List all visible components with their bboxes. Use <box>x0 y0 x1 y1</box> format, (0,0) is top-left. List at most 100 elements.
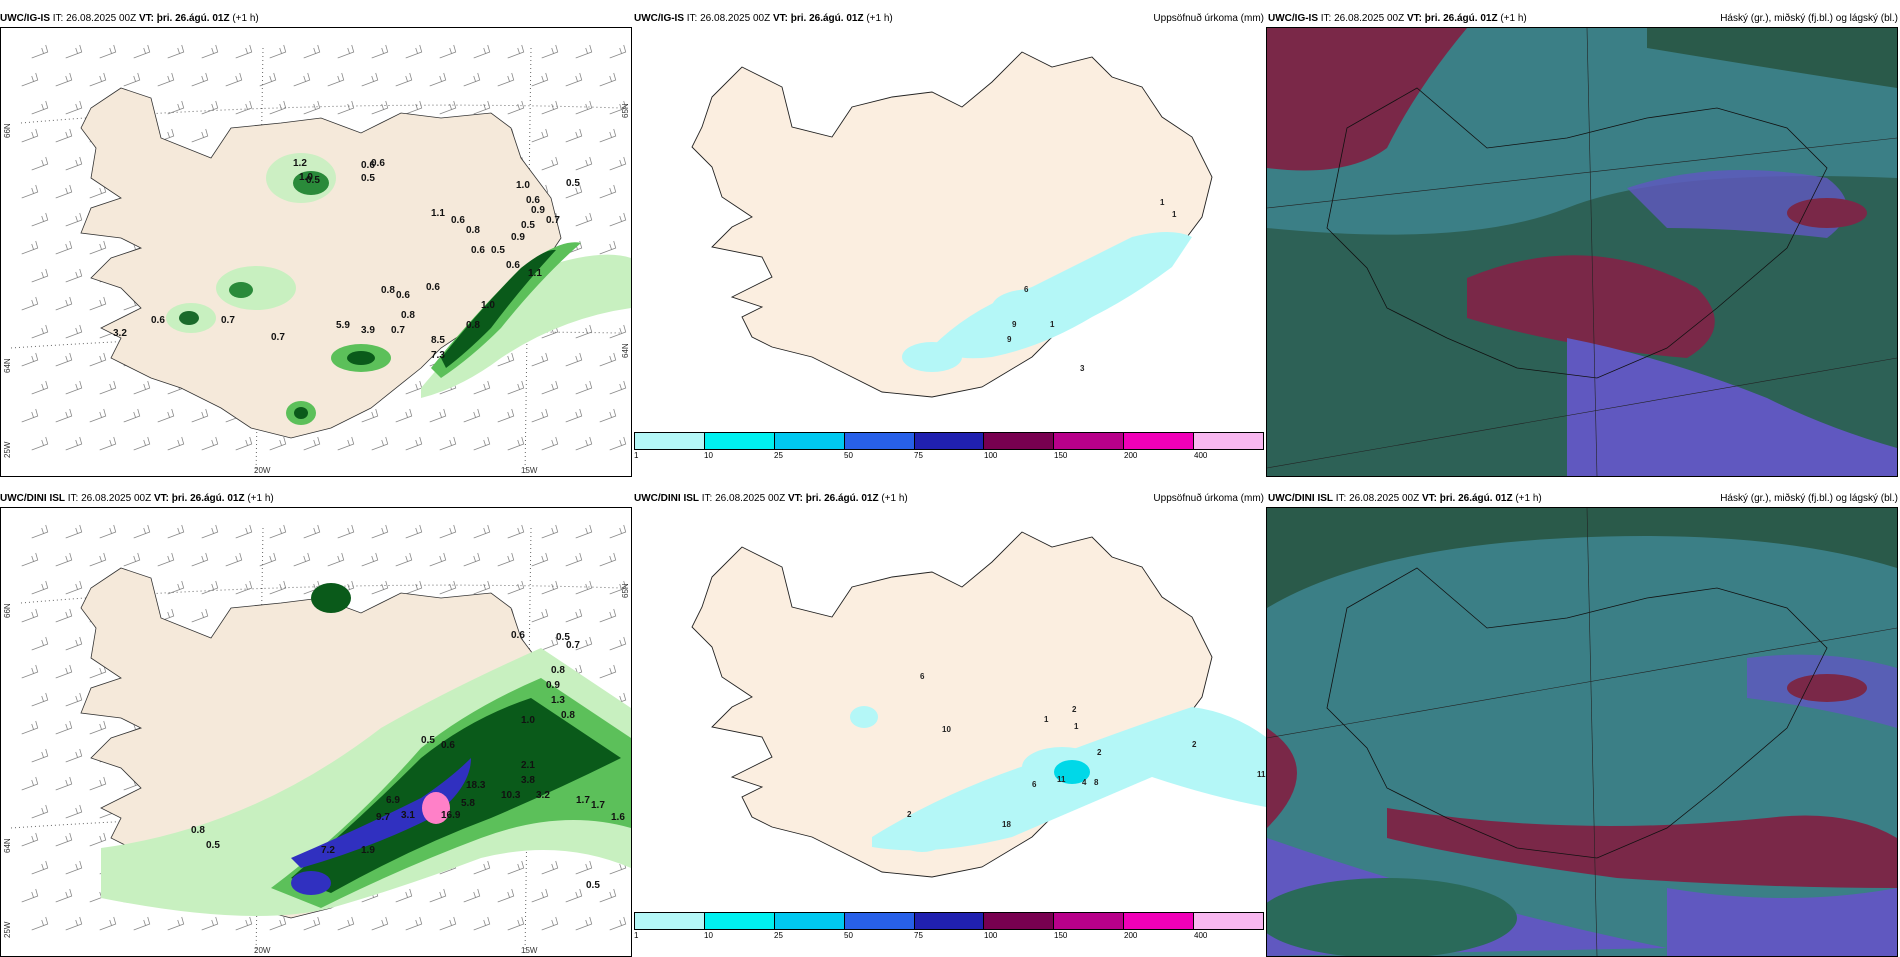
accum-value-label: 9 <box>1012 320 1017 329</box>
wind-barb <box>65 156 83 171</box>
wind-barb <box>429 888 447 903</box>
precip-value-label: 0.9 <box>531 205 545 216</box>
vt-value: þri. 26.ágú. 01Z <box>1424 13 1498 24</box>
wind-barb <box>21 408 39 423</box>
wind-barb <box>405 580 423 595</box>
colorbar-segment <box>1054 913 1125 929</box>
model-name: UWC/DINI ISL <box>1268 493 1333 504</box>
precip-value-label: 0.5 <box>586 880 600 891</box>
it-value: 26.08.2025 00Z <box>700 13 771 24</box>
wind-barb <box>609 524 627 539</box>
wind-barb <box>21 720 39 735</box>
wind-barb <box>191 552 209 567</box>
wind-barb <box>575 380 593 395</box>
it-label: IT: <box>1320 13 1332 24</box>
colorbar-segment <box>914 913 985 929</box>
wind-barb <box>371 916 389 931</box>
wind-barb <box>565 888 583 903</box>
colorbar-segment <box>704 433 775 449</box>
precip-value-label: 1.9 <box>361 845 375 856</box>
vt-value: þri. 26.ágú. 01Z <box>156 13 230 24</box>
wind-barb <box>31 692 49 707</box>
colorbar-tick-label: 150 <box>1054 451 1068 460</box>
wind-barb <box>31 44 49 59</box>
wind-barb <box>65 436 83 451</box>
wind-barb <box>439 100 457 115</box>
wind-barb <box>439 916 457 931</box>
wind-barb <box>609 436 627 451</box>
colorbar-tick-label: 400 <box>1194 451 1208 460</box>
wind-barb <box>541 156 559 171</box>
wind-barb <box>65 636 83 651</box>
lead-time: (+1 h) <box>1500 13 1527 24</box>
wind-barb <box>429 408 447 423</box>
panel-row1-wind: UWC/IG-IS IT: 26.08.2025 00Z VT: þri. 26… <box>0 12 632 477</box>
wind-barb <box>371 44 389 59</box>
precip-value-label: 1.3 <box>551 695 565 706</box>
wind-barb <box>463 408 481 423</box>
precip-value-label: 5.9 <box>336 320 350 331</box>
wind-barb <box>473 524 491 539</box>
lat-label-66n: 66N <box>3 123 12 138</box>
wind-barb <box>55 720 73 735</box>
precip-value-label: 3.2 <box>536 790 550 801</box>
wind-barb <box>303 44 321 59</box>
colorbar-tick-label: 1 <box>634 451 639 460</box>
wind-barb <box>565 552 583 567</box>
wind-barb <box>599 352 617 367</box>
wind-barb <box>167 916 185 931</box>
map-canvas: 1 2 1 6 10 2 2 11 11 4 6 2 18 8 <box>632 507 1266 925</box>
header-row2-precip: UWC/DINI ISL IT: 26.08.2025 00Z VT: þri.… <box>634 492 908 506</box>
wind-barb <box>133 916 151 931</box>
precip-title: Uppsöfnuð úrkoma (mm) <box>1153 493 1264 504</box>
wind-barb <box>609 580 627 595</box>
wind-barb <box>405 916 423 931</box>
model-name: UWC/IG-IS <box>634 13 684 24</box>
wind-barb <box>395 888 413 903</box>
wind-barb <box>361 408 379 423</box>
precip-value-label: 3.9 <box>361 325 375 336</box>
wind-barb <box>21 776 39 791</box>
wind-barb <box>89 408 107 423</box>
wind-barb <box>575 44 593 59</box>
precip-value-label: 0.7 <box>221 315 235 326</box>
wind-barb <box>497 408 515 423</box>
precip-value-label: 0.6 <box>151 315 165 326</box>
wind-barb <box>497 888 515 903</box>
iceland-outline <box>1326 87 1828 379</box>
accum-value-label: 11 <box>1057 775 1066 784</box>
precip-values: 0.6 0.50.70.80.91.30.81.00.5 0.62.13.83.21… <box>191 630 625 891</box>
wind-barb <box>599 888 617 903</box>
wind-barb <box>31 636 49 651</box>
lead-time: (+1 h) <box>247 493 274 504</box>
precip-values: 1.21.00.50.60.60.51.0 0.50.60.90.5 0.70.6 0… <box>113 158 580 361</box>
vt-value: þri. 26.ágú. 01Z <box>171 493 245 504</box>
wind-barb <box>133 44 151 59</box>
lon-label-15w: 15W <box>521 946 538 955</box>
lat-label-25w: 25W <box>3 921 12 938</box>
wind-barb <box>497 552 515 567</box>
wind-barb <box>31 324 49 339</box>
wind-barb <box>31 916 49 931</box>
accum-value-label: 2 <box>907 810 912 819</box>
wind-barb <box>507 436 525 451</box>
wind-barb <box>21 184 39 199</box>
wind-barb <box>439 436 457 451</box>
wind-barb <box>531 352 549 367</box>
wind-barb <box>439 524 457 539</box>
wind-barb <box>269 436 287 451</box>
wind-barb <box>541 44 559 59</box>
precip-value-label: 0.8 <box>561 710 575 721</box>
cloud-title: Háský (gr.), miðský (fj.bl.) og lágský (… <box>1720 13 1898 24</box>
wind-barb <box>293 552 311 567</box>
precip-value-label: 0.6 <box>441 740 455 751</box>
precip-value-label: 8.5 <box>431 335 445 346</box>
wind-barb <box>303 524 321 539</box>
wind-barb <box>65 324 83 339</box>
map-canvas <box>1267 28 1897 476</box>
wind-barb <box>327 72 345 87</box>
lon-label-20w: 20W <box>254 466 271 475</box>
wind-barb <box>541 100 559 115</box>
precip-value-label: 1.7 <box>576 795 590 806</box>
wind-barb <box>55 888 73 903</box>
